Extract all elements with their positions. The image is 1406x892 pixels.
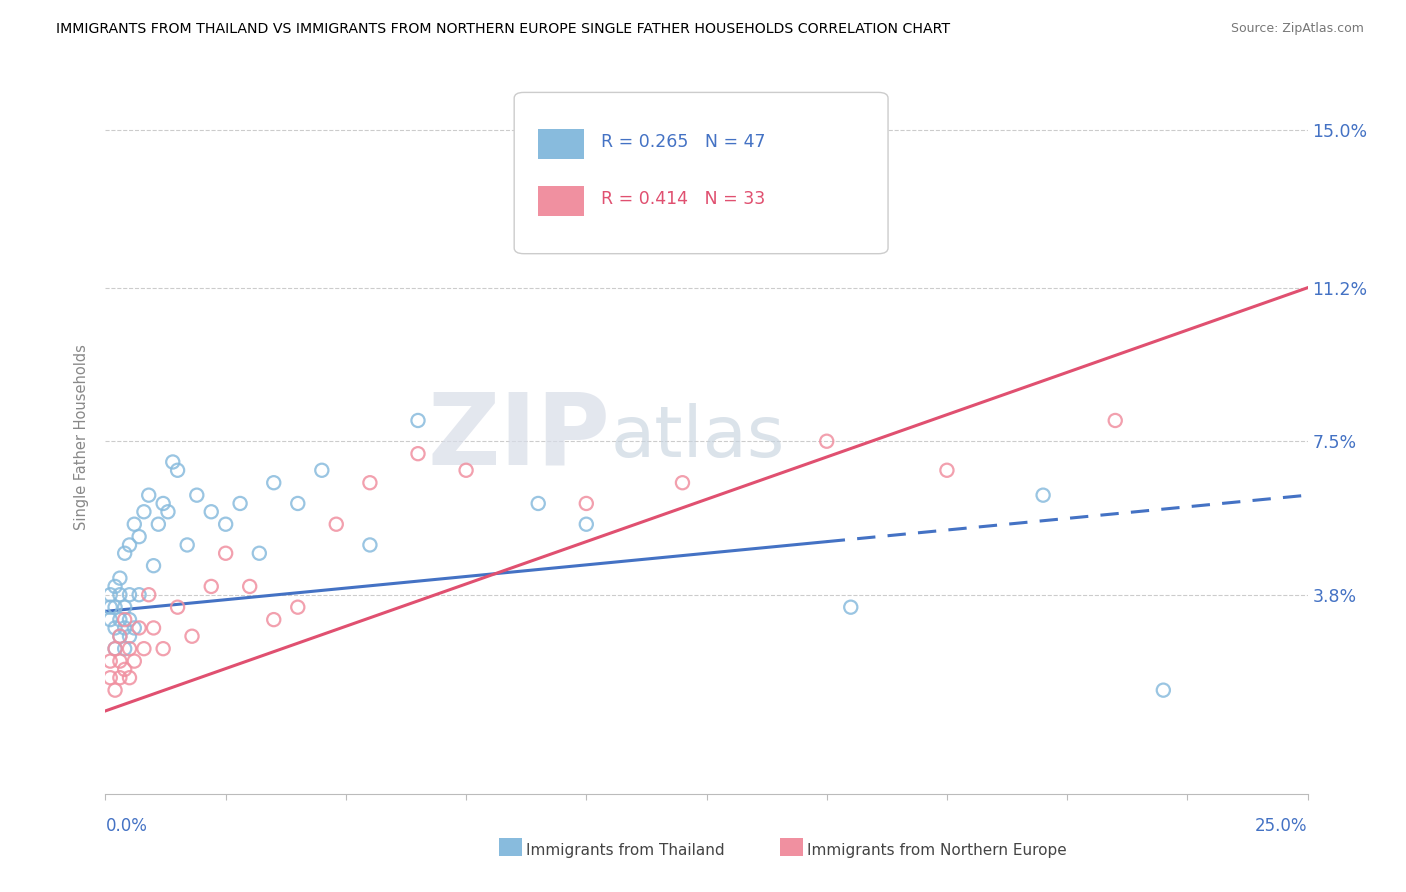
Point [128,588,150,602]
Point [138,588,160,602]
Point [936,463,959,477]
Text: 0.0%: 0.0% [105,817,148,835]
Point [114,662,136,676]
Point [186,488,208,502]
Point [839,600,862,615]
Point [108,654,131,668]
Point [118,538,141,552]
Point [152,496,174,510]
Point [162,455,184,469]
Point [359,475,381,490]
Point [263,613,285,627]
Point [108,629,131,643]
Text: R = 0.414   N = 33: R = 0.414 N = 33 [600,191,765,209]
Point [166,600,188,615]
FancyBboxPatch shape [515,93,889,253]
Text: atlas: atlas [610,402,785,472]
Point [118,641,141,656]
Point [406,413,429,427]
Point [527,496,550,510]
Point [239,579,262,593]
Point [104,683,127,698]
Point [1032,488,1054,502]
Text: Source: ZipAtlas.com: Source: ZipAtlas.com [1230,22,1364,36]
Point [311,463,333,477]
Text: R = 0.265   N = 47: R = 0.265 N = 47 [600,134,765,152]
Point [128,621,150,635]
Point [124,621,146,635]
Point [1104,413,1126,427]
Point [142,558,165,573]
Point [108,613,131,627]
Point [575,496,598,510]
Point [124,517,146,532]
Point [128,530,150,544]
Point [200,579,222,593]
Text: IMMIGRANTS FROM THAILAND VS IMMIGRANTS FROM NORTHERN EUROPE SINGLE FATHER HOUSEH: IMMIGRANTS FROM THAILAND VS IMMIGRANTS F… [56,22,950,37]
Point [108,629,131,643]
Point [104,600,127,615]
Point [98,588,121,602]
Point [229,496,252,510]
Point [114,621,136,635]
Point [118,588,141,602]
Point [263,475,285,490]
Point [98,654,121,668]
Y-axis label: Single Father Households: Single Father Households [75,344,90,530]
Point [108,571,131,585]
Text: Immigrants from Northern Europe: Immigrants from Northern Europe [807,843,1067,857]
Point [247,546,270,560]
Point [98,600,121,615]
Point [575,517,598,532]
Point [1152,683,1174,698]
Point [325,517,347,532]
Point [406,447,429,461]
Point [118,671,141,685]
Text: 25.0%: 25.0% [1256,817,1308,835]
Point [166,463,188,477]
Point [176,538,198,552]
Point [104,621,127,635]
Point [104,579,127,593]
Point [108,588,131,602]
Point [132,641,155,656]
Text: ZIP: ZIP [427,389,610,485]
Point [815,434,838,449]
Point [118,629,141,643]
Point [108,671,131,685]
Point [132,505,155,519]
Point [114,613,136,627]
Point [114,641,136,656]
Point [98,613,121,627]
Text: Immigrants from Thailand: Immigrants from Thailand [526,843,724,857]
Point [138,488,160,502]
Point [671,475,693,490]
Bar [538,128,583,159]
Point [454,463,477,477]
Point [104,641,127,656]
Point [148,517,170,532]
Point [104,641,127,656]
Point [287,600,309,615]
Point [200,505,222,519]
Point [118,613,141,627]
Point [287,496,309,510]
Point [181,629,204,643]
Point [114,546,136,560]
Point [98,671,121,685]
Point [114,600,136,615]
Point [124,654,146,668]
Bar [538,186,583,216]
Point [214,517,236,532]
Point [152,641,174,656]
Point [359,538,381,552]
Point [156,505,179,519]
Point [142,621,165,635]
Point [214,546,236,560]
